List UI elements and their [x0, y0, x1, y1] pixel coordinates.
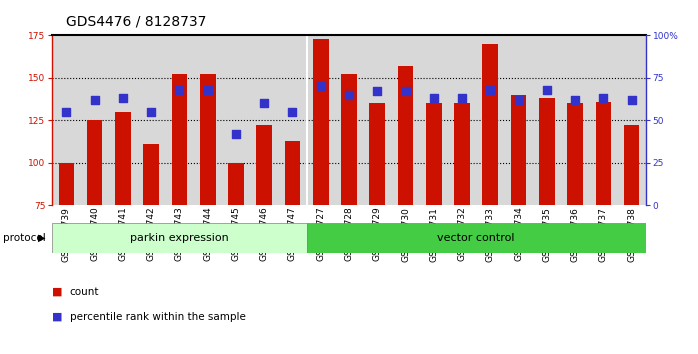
- Point: [89, 97, 101, 103]
- Bar: [539, 98, 554, 205]
- Point: [259, 101, 270, 106]
- Point: [597, 96, 609, 101]
- Text: ■: ■: [52, 287, 63, 297]
- Bar: [200, 74, 216, 205]
- Point: [456, 96, 468, 101]
- Point: [287, 109, 298, 115]
- Bar: [285, 141, 300, 205]
- Bar: [256, 125, 272, 205]
- Point: [541, 87, 552, 93]
- Bar: [172, 74, 187, 205]
- Text: protocol: protocol: [3, 233, 46, 243]
- Point: [315, 84, 327, 89]
- Bar: [59, 163, 74, 205]
- Text: vector control: vector control: [438, 233, 515, 243]
- Point: [513, 97, 524, 103]
- Point: [343, 92, 355, 98]
- Point: [202, 87, 214, 93]
- Point: [570, 97, 581, 103]
- Bar: [313, 39, 329, 205]
- Bar: [454, 103, 470, 205]
- Bar: [144, 144, 159, 205]
- Bar: [115, 112, 131, 205]
- Bar: [369, 103, 385, 205]
- Point: [428, 96, 439, 101]
- Point: [626, 97, 637, 103]
- Point: [400, 88, 411, 94]
- Text: parkin expression: parkin expression: [130, 233, 229, 243]
- Bar: [398, 66, 413, 205]
- Point: [117, 96, 128, 101]
- Point: [484, 87, 496, 93]
- Point: [174, 87, 185, 93]
- Text: percentile rank within the sample: percentile rank within the sample: [70, 312, 246, 322]
- Bar: [567, 103, 583, 205]
- Bar: [482, 44, 498, 205]
- Point: [61, 109, 72, 115]
- Text: ■: ■: [52, 312, 63, 322]
- Bar: [87, 120, 103, 205]
- Bar: [426, 103, 442, 205]
- Bar: [228, 163, 244, 205]
- Bar: [511, 95, 526, 205]
- Text: ▶: ▶: [38, 233, 46, 243]
- Point: [371, 88, 383, 94]
- Bar: [52, 223, 306, 253]
- Point: [230, 131, 242, 137]
- Bar: [341, 74, 357, 205]
- Text: GDS4476 / 8128737: GDS4476 / 8128737: [66, 14, 207, 28]
- Bar: [306, 223, 646, 253]
- Bar: [595, 102, 611, 205]
- Point: [146, 109, 157, 115]
- Text: count: count: [70, 287, 99, 297]
- Bar: [624, 125, 639, 205]
